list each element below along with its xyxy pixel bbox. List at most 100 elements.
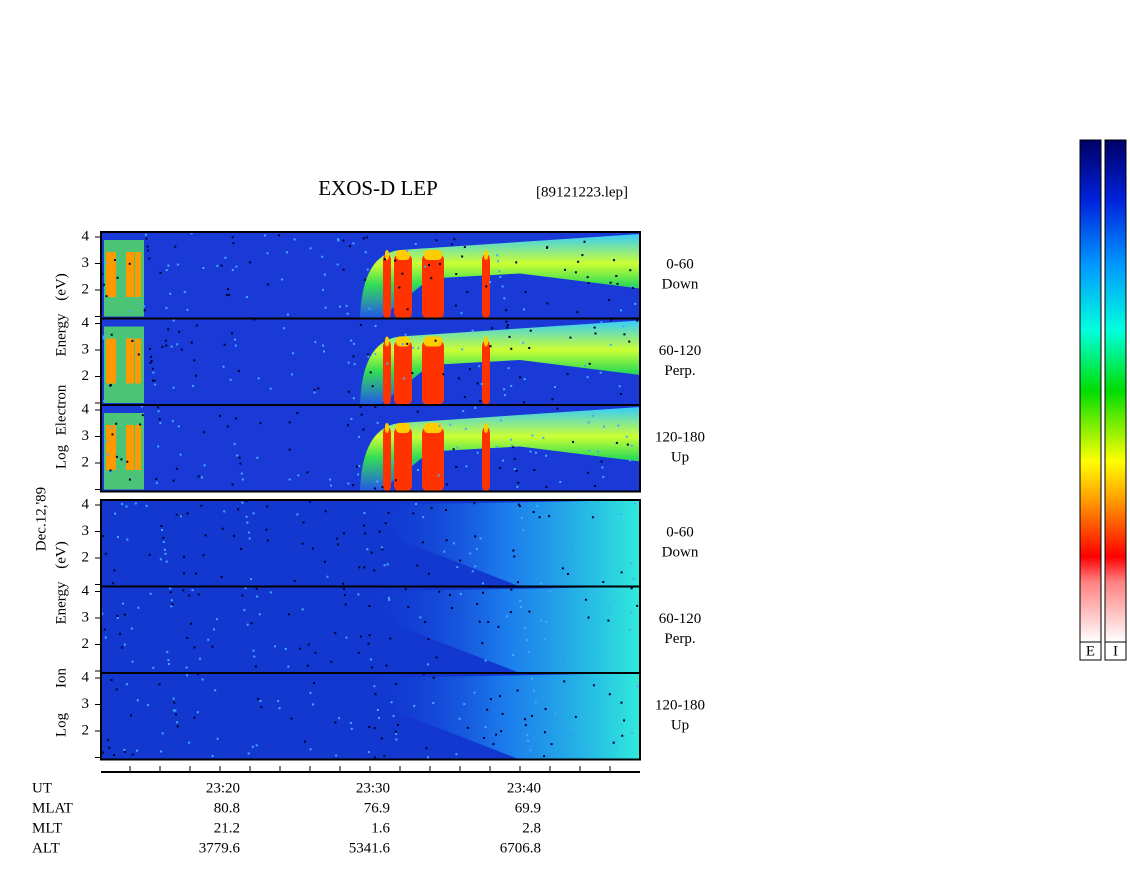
noise [151, 367, 154, 370]
noise [455, 753, 458, 756]
noise [202, 431, 205, 434]
noise [119, 632, 122, 635]
noise [466, 291, 469, 294]
noise [469, 368, 472, 371]
noise [169, 591, 172, 594]
noise [368, 725, 371, 728]
noise [540, 582, 543, 585]
noise [602, 580, 605, 583]
noise [556, 407, 559, 410]
noise [401, 272, 404, 275]
noise [374, 693, 377, 696]
noise [243, 609, 246, 612]
noise [437, 474, 440, 477]
noise [454, 304, 457, 307]
y-tick-label: 4 [82, 401, 90, 417]
noise [583, 240, 586, 243]
noise [329, 484, 332, 487]
noise [484, 659, 487, 662]
noise [600, 460, 603, 463]
noise [617, 424, 620, 427]
noise [220, 264, 223, 267]
noise [407, 606, 410, 609]
noise [102, 337, 105, 340]
noise [435, 239, 438, 242]
burst-core [135, 252, 141, 297]
burst-core [383, 254, 391, 319]
noise [253, 655, 256, 658]
noise [203, 464, 206, 467]
noise [307, 643, 310, 646]
noise [450, 243, 453, 246]
noise [471, 329, 474, 332]
noise [288, 421, 291, 424]
noise [608, 611, 611, 614]
noise [169, 292, 172, 295]
noise [445, 508, 448, 511]
noise [182, 589, 185, 592]
pitch-angle: 120-180 [655, 698, 705, 714]
noise [455, 273, 458, 276]
noise [503, 394, 506, 397]
noise [170, 599, 173, 602]
noise [141, 414, 144, 417]
noise [593, 326, 596, 329]
direction: Perp. [664, 363, 695, 379]
direction: Down [662, 277, 699, 293]
noise [538, 516, 541, 519]
noise [338, 717, 341, 720]
noise [178, 330, 181, 333]
noise [344, 603, 347, 606]
noise [170, 605, 173, 608]
noise [301, 542, 304, 545]
noise [367, 355, 370, 358]
noise [116, 276, 119, 279]
noise [616, 282, 619, 285]
noise [499, 695, 502, 698]
noise [104, 262, 107, 265]
noise [551, 398, 554, 401]
noise [411, 346, 414, 349]
noise [524, 291, 527, 294]
noise [233, 443, 236, 446]
noise [321, 288, 324, 291]
noise [476, 451, 479, 454]
noise [288, 448, 291, 451]
noise [417, 468, 420, 471]
noise [299, 647, 302, 650]
noise [149, 592, 152, 595]
noise [174, 245, 177, 248]
noise [416, 410, 419, 413]
noise [165, 307, 168, 310]
noise [250, 622, 253, 625]
noise [167, 264, 170, 267]
noise [427, 572, 430, 575]
noise [183, 572, 186, 575]
noise [312, 682, 315, 685]
noise [290, 717, 293, 720]
noise [220, 576, 223, 579]
noise [413, 704, 416, 707]
noise [245, 500, 248, 503]
noise [257, 697, 260, 700]
noise [152, 371, 155, 374]
y-tick-label: 3 [82, 341, 90, 357]
noise [176, 721, 179, 724]
noise [172, 386, 175, 389]
noise [471, 570, 474, 573]
noise [529, 450, 532, 453]
noise [461, 255, 464, 258]
noise [147, 704, 150, 707]
noise [198, 657, 201, 660]
ion-band [370, 673, 640, 760]
noise [442, 373, 445, 376]
noise [345, 304, 348, 307]
noise [278, 234, 281, 237]
noise [406, 249, 409, 252]
noise [248, 261, 251, 264]
noise [620, 513, 623, 516]
noise [526, 733, 529, 736]
noise [352, 242, 355, 245]
noise [245, 296, 248, 299]
noise [480, 382, 483, 385]
